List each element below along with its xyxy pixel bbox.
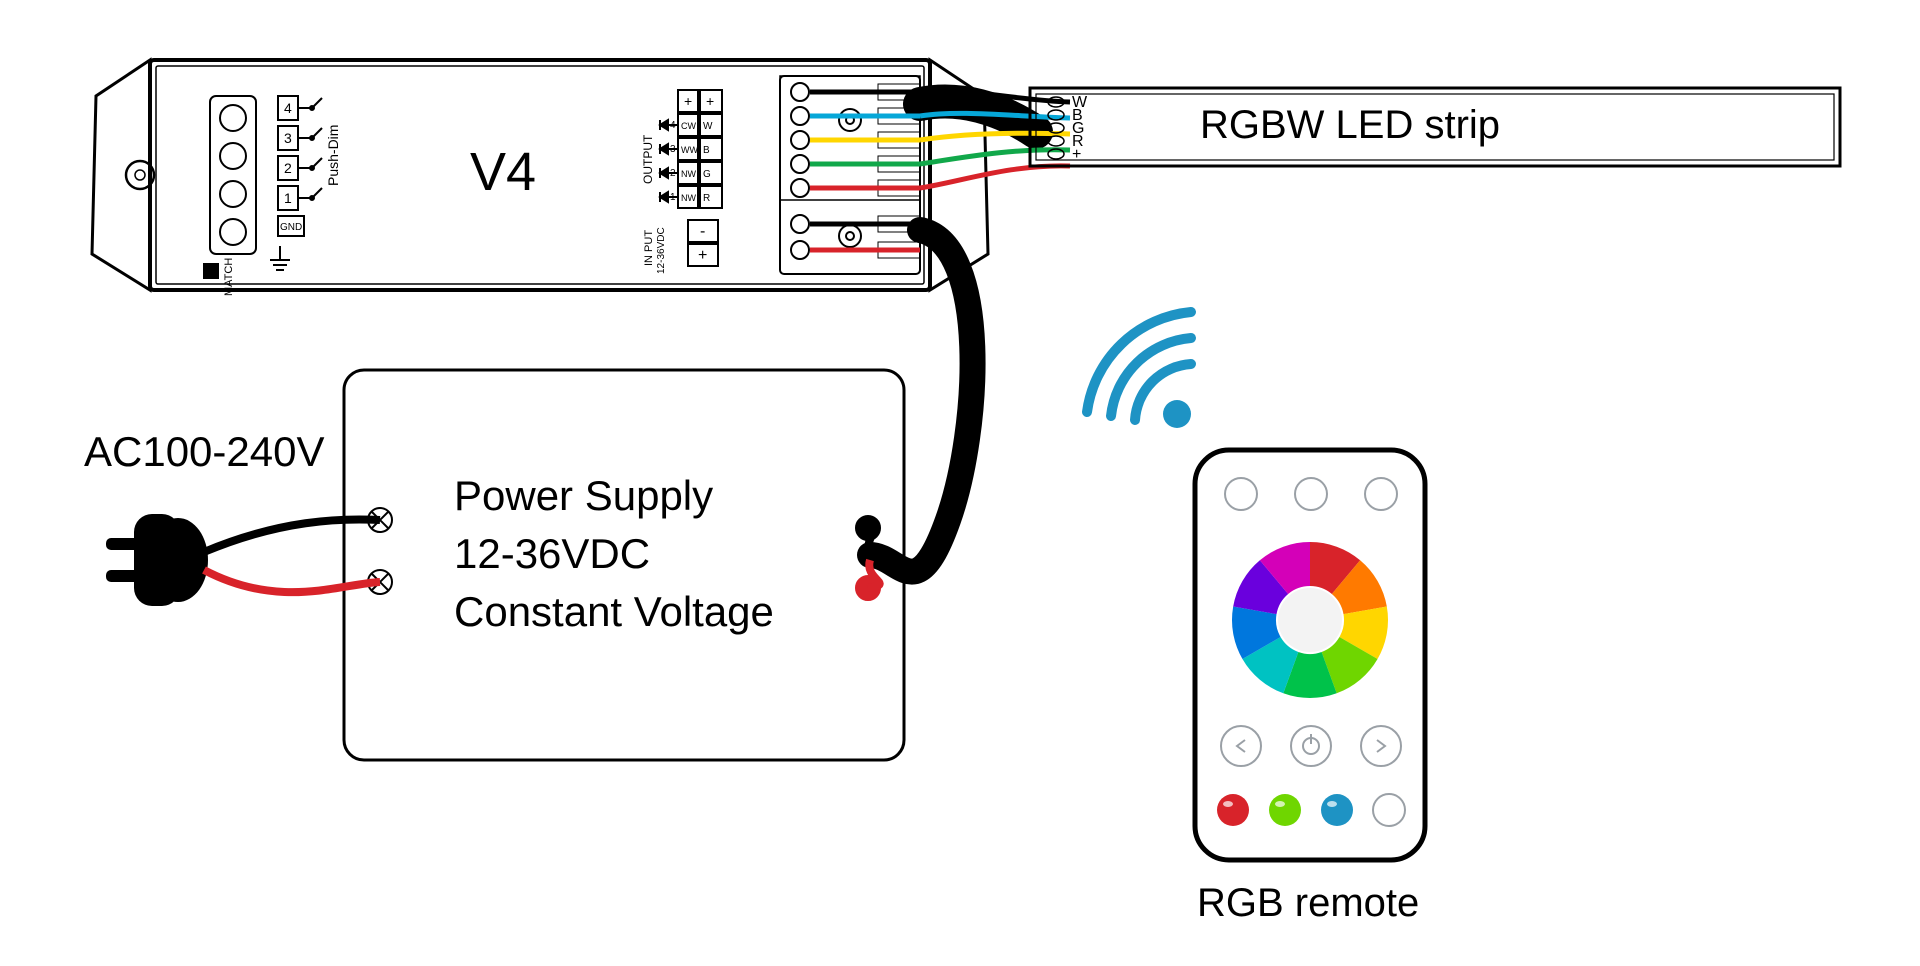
svg-text:+: + — [684, 93, 692, 109]
remote-color-dot — [1321, 794, 1353, 826]
svg-text:+: + — [698, 247, 707, 264]
pushdim-pin-3: 3 — [284, 130, 292, 146]
ac-wire-red — [204, 570, 380, 592]
svg-text:3: 3 — [670, 144, 676, 155]
svg-text:2: 2 — [670, 168, 676, 179]
svg-text:NW: NW — [681, 169, 696, 179]
psu-line-0: Power Supply — [454, 472, 713, 519]
input-voltage-label: 12-36VDC — [656, 227, 667, 274]
output-label: OUTPUT — [641, 134, 655, 184]
svg-text:+: + — [706, 93, 714, 109]
psu-line-2: Constant Voltage — [454, 588, 774, 635]
remote-color-dot — [1217, 794, 1249, 826]
remote-color-dot — [1269, 794, 1301, 826]
svg-text:-: - — [700, 223, 705, 240]
svg-text:CW: CW — [681, 121, 696, 131]
svg-text:NW: NW — [681, 193, 696, 203]
wire-out-3 — [920, 150, 1070, 164]
dc-cable-sleeve — [870, 230, 973, 572]
pushdim-label: Push-Dim — [325, 125, 341, 186]
remote-color-dot — [1373, 794, 1405, 826]
svg-text:WW: WW — [681, 145, 698, 155]
svg-text:B: B — [703, 145, 710, 156]
wire-out-4 — [920, 166, 1070, 188]
match-label: MATCH — [223, 258, 235, 296]
controller-label: V4 — [470, 142, 536, 202]
svg-text:G: G — [703, 169, 711, 180]
led-strip-label: RGBW LED strip — [1200, 103, 1500, 147]
svg-text:W: W — [703, 121, 713, 132]
ac-wire-black — [204, 519, 380, 552]
svg-text:R: R — [703, 193, 710, 204]
pushdim-gnd: GND — [280, 222, 302, 233]
svg-text:4: 4 — [670, 120, 676, 131]
psu-line-1: 12-36VDC — [454, 530, 650, 577]
remote-label: RGB remote — [1197, 881, 1419, 925]
pushdim-pin-1: 1 — [284, 190, 292, 206]
pushdim-pin-2: 2 — [284, 160, 292, 176]
pushdim-pin-4: 4 — [284, 100, 292, 116]
svg-text:1: 1 — [670, 192, 676, 203]
strip-pin-+: + — [1072, 146, 1081, 163]
wifi-dot-icon — [1163, 400, 1191, 428]
input-label: IN PUT — [643, 230, 655, 266]
ac-label: AC100-240V — [84, 428, 325, 475]
